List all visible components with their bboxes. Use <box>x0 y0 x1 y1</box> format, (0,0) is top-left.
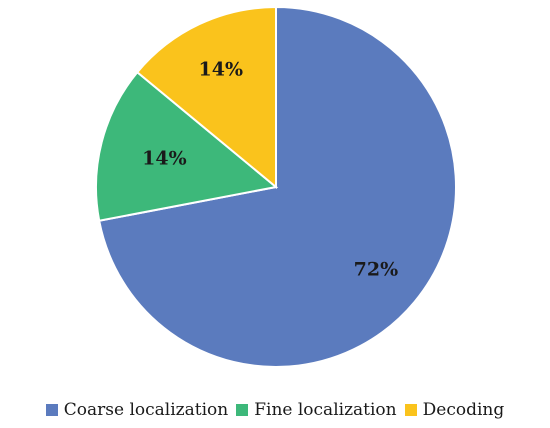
data-label-decoding: 14% <box>199 59 244 81</box>
pie-slice-decoding <box>135 5 277 190</box>
pie-slice-fine-localization <box>95 70 279 222</box>
data-label-coarse-localization: 72% <box>354 259 399 281</box>
legend-label-coarse-localization: Coarse localization <box>63 400 229 420</box>
legend-item-fine-localization: Fine localization <box>236 400 397 420</box>
pie-chart: 72% 14% 14% <box>95 5 457 368</box>
pie-data-labels: 72% 14% 14% <box>142 59 398 281</box>
pie-slice-coarse-localization <box>98 5 457 368</box>
legend-swatch-decoding <box>404 404 417 416</box>
chart-legend: Coarse localization Fine localization De… <box>0 396 550 424</box>
legend-label-decoding: Decoding <box>422 400 505 420</box>
legend-swatch-fine-localization <box>236 404 249 416</box>
pie-slices <box>95 5 457 368</box>
legend-label-fine-localization: Fine localization <box>254 400 397 420</box>
legend-item-coarse-localization: Coarse localization <box>45 400 229 420</box>
legend-swatch-coarse-localization <box>45 404 58 416</box>
data-label-fine-localization: 14% <box>142 147 187 169</box>
legend-item-decoding: Decoding <box>404 400 505 420</box>
